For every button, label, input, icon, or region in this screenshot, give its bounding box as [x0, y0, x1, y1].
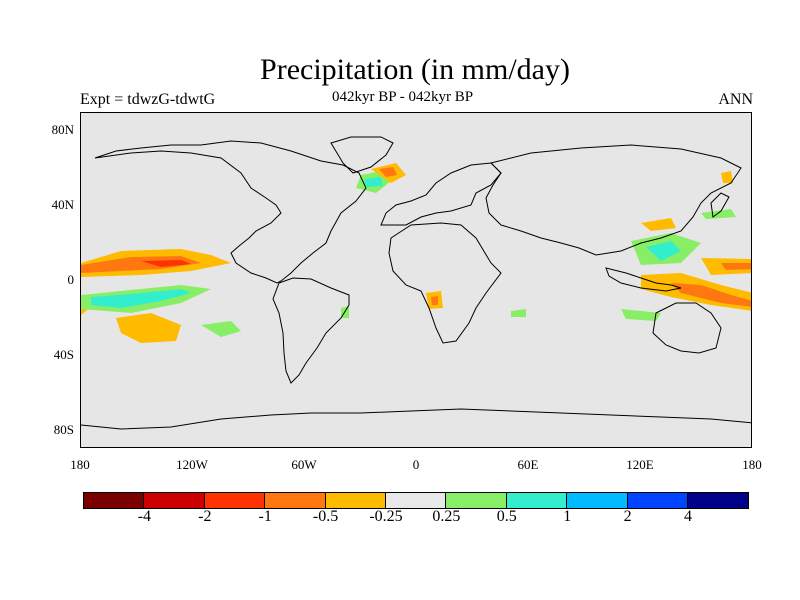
period-label: 042kyr BP - 042kyr BP — [332, 89, 474, 105]
east-asia-dry — [641, 218, 676, 231]
africa-dry-core — [431, 296, 438, 305]
africa-coast — [388, 222, 502, 344]
colorbar-tick-label: 1 — [563, 508, 572, 525]
lon-label-120w: 120W — [176, 457, 208, 472]
west-pacific-dry-core — [721, 263, 751, 270]
colorbar-tick-label: -2 — [198, 508, 212, 525]
coastlines — [81, 136, 751, 430]
north-atlantic-dry-core — [379, 167, 397, 177]
antarctica-coast — [81, 408, 751, 430]
lat-label-40n: 40N — [51, 197, 74, 212]
colorbar-swatch — [446, 493, 507, 508]
south-pacific-dry-2 — [116, 313, 181, 343]
colorbar-swatch — [265, 493, 326, 508]
colorbar-swatch — [567, 493, 628, 508]
lon-label-60w: 60W — [291, 457, 317, 472]
colorbar-swatch — [144, 493, 205, 508]
colorbar-tick-label: 0.5 — [496, 508, 517, 525]
colorbar-swatch — [204, 493, 266, 508]
lat-label-0: 0 — [67, 272, 75, 287]
north-america-coast — [94, 140, 367, 284]
colorbar — [83, 492, 750, 509]
colorbar-swatch — [325, 493, 386, 508]
south-pacific-east-wet — [621, 309, 661, 321]
indonesia-wet-core — [646, 241, 681, 261]
lon-label-120e: 120E — [626, 457, 654, 472]
south-america-coast — [272, 277, 350, 384]
experiment-label: Expt = tdwzG-tdwtG — [80, 91, 216, 108]
lon-label-180w: 180 — [70, 457, 90, 472]
colorbar-tick-label: -1 — [258, 508, 272, 525]
colorbar-tick-label: -4 — [137, 508, 152, 525]
colorbar-swatch — [687, 493, 749, 508]
map-background — [81, 113, 751, 447]
lat-label-40s: 40S — [53, 347, 74, 362]
colorbar-swatch — [84, 493, 145, 508]
map-panel — [80, 112, 752, 448]
pacific-dry-center — [141, 260, 191, 267]
lat-label-80s: 80S — [53, 422, 74, 437]
colorbar-swatch — [627, 493, 688, 508]
anomaly-fields — [81, 163, 751, 343]
world-map — [81, 113, 751, 447]
colorbar-tick-label: -0.25 — [369, 508, 403, 525]
asia-coast — [485, 144, 742, 256]
colorbar-swatch — [506, 493, 568, 508]
japan-coast — [710, 192, 730, 218]
south-pacific-wet-small — [201, 321, 241, 337]
indian-ocean-wet — [511, 309, 526, 317]
australia-coast — [652, 302, 722, 354]
south-pacific-wet-core — [91, 289, 191, 308]
north-atlantic-wet-core — [364, 177, 383, 187]
east-asia-wet — [701, 209, 736, 219]
colorbar-tick-label: 4 — [684, 508, 692, 525]
colorbar-tick-label: 2 — [623, 508, 632, 525]
indonesia-coast — [605, 267, 682, 292]
japan-dry — [721, 171, 733, 183]
lat-label-80n: 80N — [51, 122, 74, 137]
maritime-dry-core — [671, 283, 751, 307]
colorbar-tick-label: -0.5 — [312, 508, 339, 525]
colorbar-tick-label: 0.25 — [432, 508, 461, 525]
colorbar-swatch — [385, 493, 447, 508]
lon-label-180e: 180 — [742, 457, 762, 472]
season-label: ANN — [718, 91, 753, 108]
lon-label-60e: 60E — [517, 457, 539, 472]
lon-label-0: 0 — [412, 457, 420, 472]
greenland-coast — [330, 136, 394, 174]
chart-title: Precipitation (in mm/day) — [260, 53, 570, 86]
